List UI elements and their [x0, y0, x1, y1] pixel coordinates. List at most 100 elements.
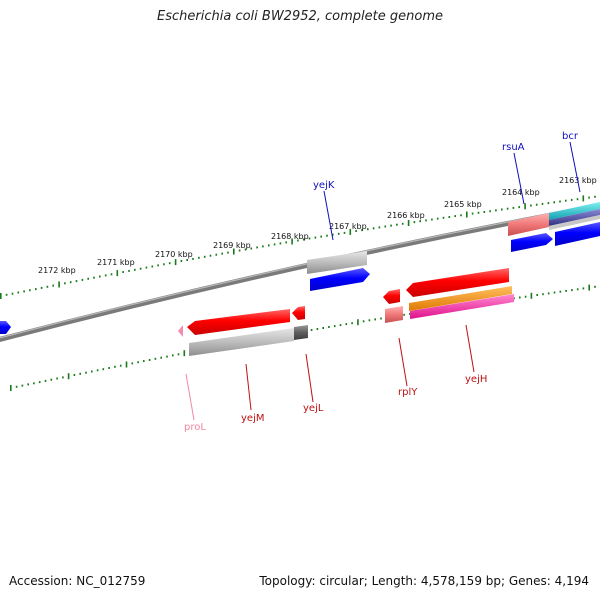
proL-callout-line	[185, 373, 195, 421]
feature-blue-2163[interactable]	[555, 222, 600, 246]
upper-scale-major-tick	[233, 248, 235, 255]
lower-scale-minor-tick	[44, 379, 47, 382]
gene-label-yejM[interactable]: yejM	[241, 413, 264, 424]
upper-scale-minor-tick	[151, 265, 154, 268]
lower-scale-minor-tick	[131, 362, 134, 365]
upper-scale-minor-tick	[343, 231, 346, 234]
upper-scale-minor-tick	[530, 204, 532, 207]
feature-rsuA[interactable]	[508, 213, 549, 236]
lower-scale-major-tick	[183, 350, 186, 357]
gene-label-bcr[interactable]: bcr	[562, 131, 579, 142]
upper-scale-minor-tick	[454, 215, 456, 218]
lower-scale-minor-tick	[553, 291, 556, 294]
feature-blue-left-edge[interactable]	[0, 321, 11, 334]
upper-scale-major-tick	[524, 203, 526, 210]
upper-scale-minor-tick	[81, 278, 84, 281]
feature-bcr-cyan[interactable]	[549, 202, 600, 220]
upper-scale-major-tick	[58, 281, 60, 288]
lower-scale-minor-tick	[91, 370, 93, 373]
feature-yejM[interactable]	[187, 309, 290, 335]
upper-scale-minor-tick	[471, 212, 474, 215]
upper-scale-minor-tick	[262, 245, 264, 248]
feature-bcr-gray[interactable]	[549, 215, 600, 230]
label-lines	[185, 141, 581, 421]
feature-magenta-2165[interactable]	[410, 294, 514, 319]
upper-scale-minor-tick	[104, 274, 107, 277]
feature-blue-2167[interactable]	[310, 268, 370, 291]
gene-label-rsuA[interactable]: rsuA	[502, 142, 525, 153]
gene-labels: bcr rsuA yejK proL yejM yejL rplY yejH	[184, 131, 579, 433]
upper-scale-minor-tick	[501, 208, 503, 211]
upper-scale-minor-tick	[489, 210, 491, 213]
upper-scale-minor-tick	[512, 206, 515, 209]
upper-scale-minor-tick	[87, 277, 89, 280]
feature-yejL[interactable]	[292, 306, 305, 320]
upper-scale-minor-tick	[69, 281, 72, 284]
upper-scale-minor-tick	[483, 211, 486, 213]
upper-scale-minor-tick	[93, 276, 95, 279]
lower-scale-minor-tick	[62, 376, 64, 379]
yejH-callout-line	[465, 324, 475, 373]
upper-scale-major-tick	[0, 293, 2, 299]
feature-yejH[interactable]	[406, 268, 509, 297]
upper-scale-minor-tick	[110, 273, 113, 276]
feature-bcr-navy[interactable]	[549, 209, 600, 226]
feature-gray-2167[interactable]	[307, 251, 367, 274]
feature-gray-2169[interactable]	[189, 328, 294, 356]
feature-salmon-2166[interactable]	[385, 306, 403, 323]
feature-orange-2165[interactable]	[409, 286, 512, 311]
lower-scale-minor-tick	[380, 317, 382, 320]
feature-rplY[interactable]	[383, 289, 400, 304]
gene-label-proL[interactable]: proL	[184, 422, 206, 433]
lower-scale-minor-tick	[143, 360, 145, 363]
gene-label-yejK[interactable]: yejK	[313, 180, 335, 191]
upper-scale-minor-tick	[139, 267, 142, 270]
upper-scale-minor-tick	[431, 218, 433, 221]
lower-scale-minor-tick	[571, 289, 573, 292]
upper-scale-minor-tick	[355, 230, 357, 232]
upper-scale-minor-tick	[314, 236, 317, 239]
lower-scale-minor-tick	[576, 288, 579, 291]
gene-label-rplY[interactable]: rplY	[398, 387, 418, 398]
upper-scale-major-tick	[174, 259, 177, 266]
feature-dark-2168[interactable]	[294, 325, 308, 340]
gene-label-yejL[interactable]: yejL	[303, 403, 324, 414]
upper-scale-minor-tick	[29, 289, 31, 292]
yejK-callout-line	[323, 190, 334, 241]
upper-scale-major-tick	[407, 220, 410, 226]
upper-scale-minor-tick	[506, 207, 509, 210]
feature-blue-2164[interactable]	[511, 233, 553, 252]
lower-scale-minor-tick	[96, 369, 99, 372]
upper-scale-minor-tick	[268, 244, 270, 247]
upper-scale-major-tick	[582, 195, 585, 202]
upper-scale-minor-tick	[99, 275, 101, 278]
scale-label-2165: 2165 kbp	[444, 200, 482, 209]
upper-scale-minor-tick	[40, 286, 43, 289]
lower-scale-minor-tick	[374, 318, 376, 321]
upper-scale-minor-tick	[541, 202, 544, 205]
upper-scale-minor-tick	[576, 198, 579, 201]
upper-scale-minor-tick	[122, 271, 124, 273]
lower-scale-minor-tick	[108, 367, 110, 369]
lower-scale-minor-tick	[310, 329, 313, 331]
upper-scale-minor-tick	[186, 259, 188, 261]
lower-scale-minor-tick	[114, 365, 116, 368]
upper-scale-major-tick	[116, 270, 119, 277]
upper-scale-minor-tick	[436, 217, 439, 220]
lower-scale-minor-tick	[73, 374, 76, 376]
upper-scale-minor-tick	[320, 235, 322, 238]
upper-scale-minor-tick	[588, 196, 590, 199]
lower-scale-major-tick	[588, 284, 590, 291]
upper-scale-minor-tick	[23, 290, 25, 293]
feature-proL[interactable]	[178, 325, 183, 337]
upper-scale-minor-tick	[11, 292, 14, 295]
lower-scale-minor-tick	[368, 319, 371, 322]
upper-scale-minor-tick	[180, 260, 183, 262]
lower-scale-minor-tick	[56, 377, 58, 380]
lower-scale-minor-tick	[403, 313, 405, 316]
upper-scale-minor-tick	[495, 209, 497, 212]
gene-label-yejH[interactable]: yejH	[465, 374, 487, 385]
upper-scale-minor-tick	[227, 251, 229, 254]
map-title: Escherichia coli BW2952, complete genome	[157, 9, 443, 24]
